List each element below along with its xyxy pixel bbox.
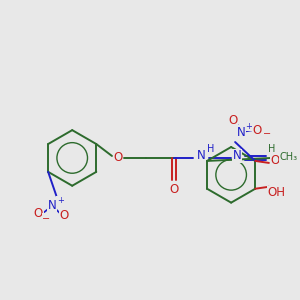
Text: N: N	[48, 199, 57, 212]
Text: CH₃: CH₃	[280, 152, 298, 162]
Text: O: O	[113, 152, 122, 164]
Text: O: O	[60, 209, 69, 222]
Text: O: O	[229, 114, 238, 127]
Text: H: H	[268, 144, 276, 154]
Text: N: N	[233, 149, 242, 163]
Text: N: N	[197, 149, 206, 163]
Text: +: +	[246, 122, 253, 131]
Text: O: O	[252, 124, 262, 136]
Text: O: O	[169, 183, 178, 196]
Text: +: +	[57, 196, 64, 205]
Text: N: N	[237, 126, 245, 139]
Text: O: O	[270, 154, 280, 167]
Text: O: O	[34, 207, 43, 220]
Text: OH: OH	[268, 186, 286, 199]
Text: −: −	[42, 214, 50, 224]
Text: H: H	[207, 144, 214, 154]
Text: −: −	[263, 129, 271, 139]
